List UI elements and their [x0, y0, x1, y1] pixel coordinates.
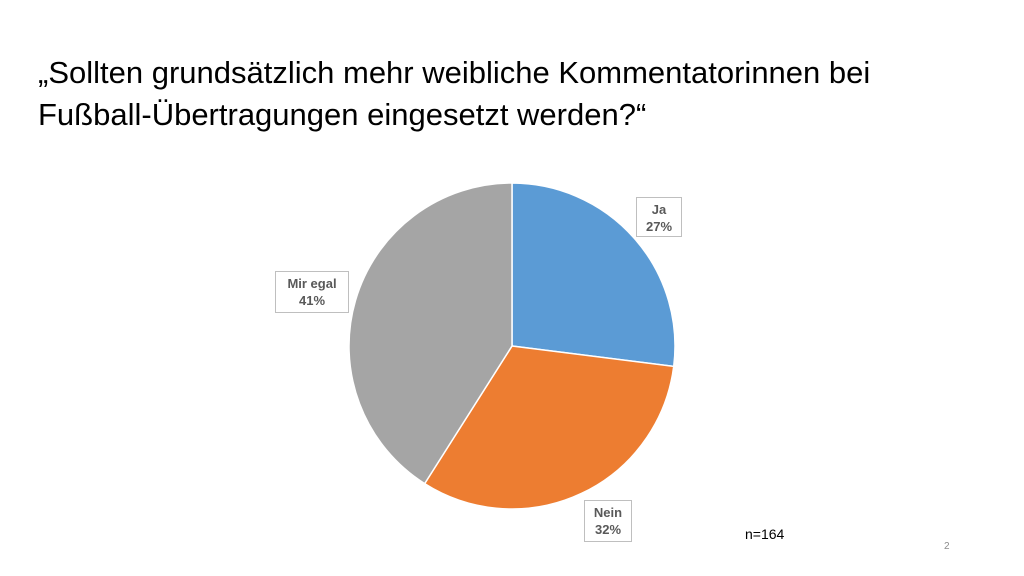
data-label-nein-value: 32%: [594, 522, 622, 537]
sample-size-note: n=164: [745, 526, 785, 542]
pie-slice-ja: [511, 182, 676, 368]
data-label-nein-category: Nein: [593, 505, 623, 520]
title-line-1: „Sollten grundsätzlich mehr weibliche Ko…: [38, 55, 871, 90]
data-label-ja-category: Ja: [651, 202, 667, 217]
data-label-ja: Ja 27%: [636, 197, 682, 237]
data-label-ja-value: 27%: [645, 219, 673, 234]
data-label-mir-egal-category: Mir egal: [287, 276, 337, 291]
data-label-nein: Nein 32%: [584, 500, 632, 542]
page-number: 2: [944, 541, 950, 552]
pie-slice-mir-egal: [348, 182, 513, 485]
slide-title: „Sollten grundsätzlich mehr weibliche Ko…: [38, 52, 998, 136]
data-label-mir-egal: Mir egal 41%: [275, 271, 349, 313]
data-label-mir-egal-value: 41%: [298, 293, 326, 308]
title-line-2: Fußball-Übertragungen eingesetzt werden?…: [38, 97, 647, 132]
